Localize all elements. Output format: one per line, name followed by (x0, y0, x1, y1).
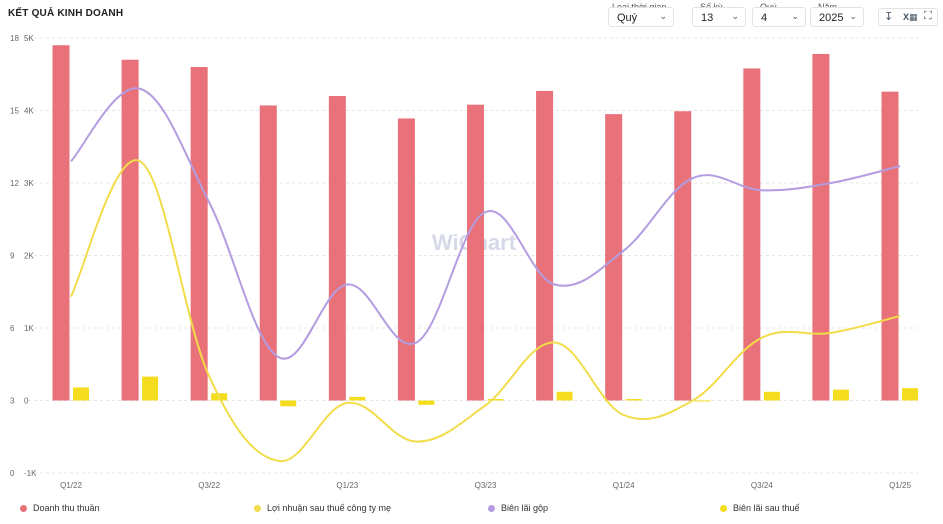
net-margin-bar (349, 396, 366, 401)
y-tick-label-left: 18 (10, 34, 19, 43)
y-tick-label-right: 1K (24, 324, 34, 333)
y-tick-label-left: 12 (10, 179, 19, 188)
gross-margin-line (70, 87, 901, 360)
y-tick-label-left: 9 (10, 252, 15, 261)
filter-period-count-select[interactable]: 13 ⌄ (692, 7, 746, 27)
net-margin-bar (142, 376, 159, 401)
filter-period-type-select[interactable]: Quý ⌄ (608, 7, 674, 27)
fullscreen-icon[interactable]: ⛶ (924, 10, 932, 22)
revenue-bar (328, 96, 346, 401)
y-tick-label-right: 2K (24, 252, 34, 261)
legend-label: Biên lãi gộp (501, 503, 549, 513)
chevron-down-icon: ⌄ (731, 11, 739, 21)
revenue-bar (52, 45, 70, 401)
filter-quarter-select[interactable]: 4 ⌄ (752, 7, 806, 27)
legend-item-net-revenue[interactable]: Doanh thu thuần (20, 503, 100, 513)
chart-toolbar: ↧ X▦ ⛶ (878, 8, 938, 26)
filter-period-type-value: Quý (617, 12, 638, 24)
chevron-down-icon: ⌄ (849, 11, 857, 21)
net-margin-bar (487, 399, 504, 401)
revenue-bar (259, 105, 277, 401)
revenue-bar (674, 111, 692, 401)
filter-period-count-value: 13 (701, 12, 714, 24)
y-tick-label-left: 3 (10, 397, 15, 406)
x-tick-label: Q3/23 (475, 481, 497, 490)
legend-item-net-profit[interactable]: Lợi nhuận sau thuế công ty mẹ (254, 503, 391, 513)
revenue-bar (536, 90, 554, 401)
y-tick-label-right: 4K (24, 107, 34, 116)
revenue-bar (190, 67, 208, 401)
download-icon[interactable]: ↧ (884, 11, 894, 23)
x-tick-label: Q1/22 (60, 481, 82, 490)
net-margin-bar (73, 387, 89, 401)
y-tick-label-left: 15 (10, 107, 19, 116)
y-tick-label-right: 0 (24, 397, 29, 406)
line-series (70, 87, 901, 462)
net-margin-bar (832, 389, 849, 401)
y-tick-label-left: 0 (10, 469, 15, 478)
revenue-bar (812, 53, 830, 401)
net-margin-bar (280, 400, 297, 407)
x-tick-label: Q1/23 (336, 481, 358, 490)
revenue-bar (605, 114, 623, 401)
filter-quarter-value: 4 (761, 12, 768, 24)
filter-year-select[interactable]: 2025 ⌄ (810, 7, 864, 27)
x-tick-label: Q3/24 (751, 481, 773, 490)
legend-swatch (254, 504, 261, 512)
revenue-bar (467, 104, 484, 401)
legend-item-gross-margin[interactable]: Biên lãi gộp (488, 503, 548, 513)
y-tick-label-right: 3K (24, 179, 34, 188)
net-margin-bar (556, 391, 573, 401)
revenue-bar (397, 118, 415, 401)
x-axis: Q1/22 Q3/22 Q1/23 Q3/23 Q1/24 Q3/24 Q1/25 (60, 481, 911, 490)
legend-item-net-margin[interactable]: Biên lãi sau thuế (720, 503, 800, 513)
net-profit-line (70, 159, 901, 462)
legend-swatch (488, 504, 495, 512)
legend-label: Lợi nhuận sau thuế công ty mẹ (267, 503, 391, 513)
x-tick-label: Q1/24 (613, 481, 635, 490)
y-tick-label-left: 6 (10, 324, 15, 333)
revenue-bar (881, 91, 899, 401)
legend-swatch (20, 504, 27, 512)
x-tick-label: Q3/22 (198, 481, 220, 490)
net-margin-bar (902, 388, 918, 401)
x-tick-label: Q1/25 (889, 481, 911, 490)
legend-swatch (720, 504, 727, 512)
revenue-bar (743, 68, 761, 401)
chevron-down-icon: ⌄ (791, 11, 799, 21)
excel-icon[interactable]: X▦ (903, 12, 918, 22)
filter-year-value: 2025 (819, 12, 844, 24)
y-tick-label-right: 5K (24, 34, 34, 43)
y-tick-label-right: -1K (24, 469, 37, 478)
net-margin-bar (418, 400, 435, 405)
net-margin-bar (763, 391, 780, 401)
chevron-down-icon: ⌄ (659, 11, 667, 21)
net-margin-bar (625, 399, 642, 401)
legend-label: Doanh thu thuần (33, 503, 100, 513)
net-margin-bar (694, 400, 711, 402)
legend-label: Biên lãi sau thuế (733, 503, 800, 513)
revenue-bar (121, 59, 139, 401)
bar-series (52, 45, 918, 407)
chart-title: KẾT QUẢ KINH DOANH (8, 8, 124, 19)
